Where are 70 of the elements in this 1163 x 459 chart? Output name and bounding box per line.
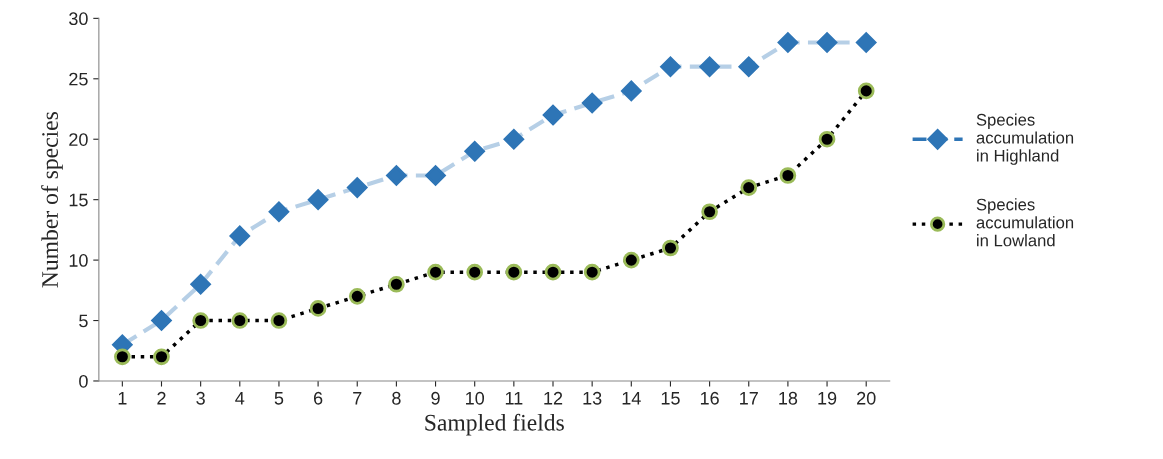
x-tick-label: 1 <box>118 392 127 405</box>
point <box>427 263 444 281</box>
point <box>388 275 405 293</box>
x-tick-label: 8 <box>392 391 401 405</box>
point <box>192 312 209 329</box>
x-tick-label: 6 <box>313 391 323 405</box>
y-tick-label: 25 <box>69 72 88 86</box>
point <box>544 263 562 281</box>
point <box>581 92 603 114</box>
point <box>151 310 172 331</box>
point <box>740 179 758 196</box>
point <box>114 348 131 366</box>
y-tick-label: 20 <box>69 133 88 146</box>
point <box>425 165 446 186</box>
point <box>190 274 211 295</box>
legend-label: Species accumulation in Highland <box>976 113 1074 165</box>
point <box>738 56 759 77</box>
point <box>270 312 288 329</box>
y-tick-label: 30 <box>69 12 88 26</box>
point <box>857 82 875 100</box>
x-tick-label: 11 <box>505 392 523 405</box>
point <box>307 189 329 210</box>
point <box>660 56 681 77</box>
point <box>542 104 564 126</box>
point <box>622 251 640 269</box>
y-tick-label: 10 <box>69 254 88 267</box>
x-tick-label: 2 <box>157 391 166 405</box>
point <box>386 165 407 186</box>
point <box>229 225 251 247</box>
point <box>583 263 601 281</box>
y-tick-label: 15 <box>69 193 88 207</box>
x-tick-label: 16 <box>700 391 719 405</box>
y-tick-label: 0 <box>79 374 88 388</box>
x-tick-label: 5 <box>274 392 284 405</box>
point <box>347 177 368 198</box>
point <box>503 129 525 150</box>
point <box>464 141 485 162</box>
x-tick-label: 13 <box>583 391 602 405</box>
x-tick-label: 3 <box>196 391 205 405</box>
point <box>505 263 523 281</box>
point <box>777 32 799 53</box>
point <box>348 288 366 305</box>
x-tick-label: 17 <box>740 392 758 405</box>
y-tick-label: 5 <box>79 314 88 328</box>
point <box>153 348 170 366</box>
x-tick-label: 19 <box>818 391 837 405</box>
point <box>855 32 877 53</box>
x-tick-label: 15 <box>661 392 680 405</box>
x-tick-label: 14 <box>622 392 641 405</box>
point <box>701 203 718 221</box>
point <box>662 239 679 257</box>
x-tick-label: 18 <box>779 391 798 405</box>
point <box>621 80 642 102</box>
point <box>466 263 484 281</box>
x-tick-label: 12 <box>544 391 563 405</box>
x-axis-title: Sampled fields <box>425 413 564 436</box>
point <box>816 32 838 53</box>
x-tick-label: 4 <box>235 392 245 405</box>
legend-label: Species accumulation in Lowland <box>976 198 1074 247</box>
x-tick-label: 7 <box>353 392 362 405</box>
point <box>699 56 720 77</box>
y-axis-title: Number of species <box>41 112 63 288</box>
point <box>309 300 327 317</box>
x-tick-label: 9 <box>431 391 440 405</box>
point <box>268 201 290 222</box>
point <box>818 130 836 148</box>
x-tick-label: 20 <box>857 391 876 405</box>
x-tick-label: 10 <box>466 391 485 405</box>
point <box>231 312 249 329</box>
point <box>779 167 797 184</box>
